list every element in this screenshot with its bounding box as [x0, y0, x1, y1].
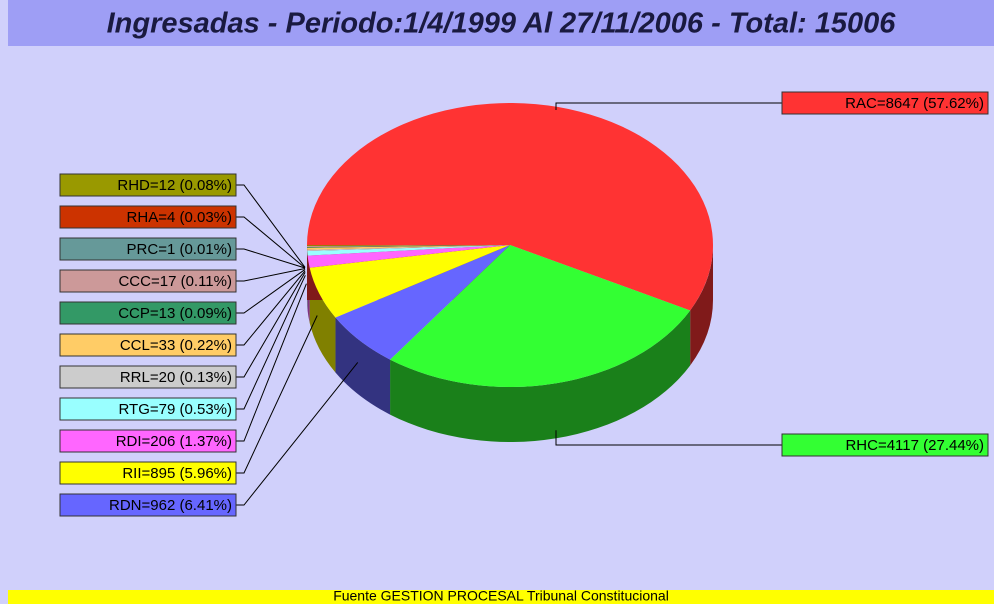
slice-side: [690, 245, 713, 366]
data-label: CCC=17 (0.11%): [118, 273, 232, 290]
leader-line: [555, 102, 782, 111]
data-label: RTG=79 (0.53%): [118, 401, 232, 418]
slice: [307, 245, 510, 246]
chart-title: Ingresadas - Periodo:1/4/1999 Al 27/11/2…: [107, 8, 897, 40]
label-box: [781, 91, 989, 115]
label-box: [59, 173, 237, 197]
data-label: RHA=4 (0.03%): [127, 209, 232, 226]
label-box: [59, 365, 237, 389]
slice: [309, 245, 510, 318]
label-box: [59, 301, 237, 325]
leader-line: [236, 248, 306, 269]
data-label: RRL=20 (0.13%): [120, 369, 232, 386]
footer: Fuente GESTION PROCESAL Tribunal Constit…: [333, 588, 669, 604]
leader-line: [236, 268, 306, 282]
label-box: [59, 205, 237, 229]
slice: [307, 103, 713, 311]
footer-bar: [8, 590, 994, 604]
title-bar: [8, 0, 994, 46]
slice: [307, 245, 510, 251]
label-box: [59, 429, 237, 453]
slice: [307, 245, 510, 247]
leader-line: [236, 269, 306, 314]
label-box: [59, 333, 237, 357]
slice: [307, 245, 510, 248]
leader-line: [236, 275, 306, 410]
leader-line: [236, 272, 306, 378]
data-label: CCP=13 (0.09%): [118, 305, 232, 322]
data-label: CCL=33 (0.22%): [120, 337, 232, 354]
data-label: RHC=4117 (27.44%): [845, 437, 984, 454]
label-box: [781, 433, 989, 457]
data-label: RII=895 (5.96%): [122, 465, 232, 482]
leader-line: [236, 184, 306, 268]
slice: [307, 245, 510, 268]
slice: [307, 245, 510, 246]
leader-line: [236, 270, 306, 346]
data-label: RAC=8647 (57.62%): [845, 95, 984, 112]
leader-line: [555, 430, 782, 446]
leader-line: [236, 315, 318, 474]
slice: [390, 245, 691, 387]
label-box: [59, 461, 237, 485]
label-box: [59, 237, 237, 261]
slice: [335, 245, 510, 360]
slice-side: [335, 317, 391, 415]
leader-line: [236, 362, 359, 506]
slice-side: [390, 310, 691, 442]
label-box: [59, 493, 237, 517]
data-label: RDN=962 (6.41%): [109, 497, 232, 514]
slice: [307, 245, 510, 248]
slice: [307, 245, 510, 256]
data-label: RHD=12 (0.08%): [117, 177, 232, 194]
leader-line: [236, 283, 307, 442]
data-label: PRC=1 (0.01%): [127, 241, 232, 258]
label-box: [59, 269, 237, 293]
label-box: [59, 397, 237, 421]
slice: [307, 245, 510, 250]
leader-line: [236, 216, 306, 269]
data-label: RDI=206 (1.37%): [116, 433, 232, 450]
